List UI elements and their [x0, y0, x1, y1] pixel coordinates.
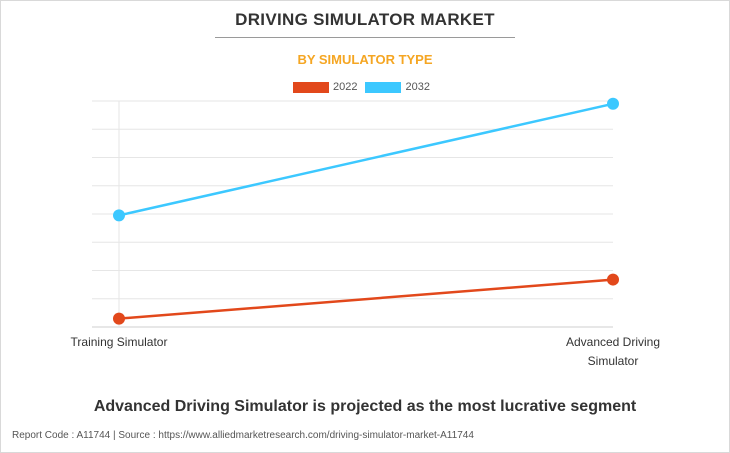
data-point-2022-1 — [607, 273, 619, 286]
series-line-2022 — [118, 278, 614, 320]
legend-label-2022: 2022 — [333, 81, 358, 93]
title-divider — [215, 37, 515, 38]
legend-swatch-2032 — [365, 81, 402, 93]
x-tick-label: Training Simulator — [71, 335, 168, 349]
legend-item-2032[interactable]: 2032 — [365, 81, 430, 93]
series-line-2032 — [118, 102, 614, 217]
data-point-2032-0 — [113, 209, 125, 222]
data-point-2032-1 — [607, 97, 619, 110]
legend: 2022 2032 — [293, 80, 438, 94]
chart-subtitle: BY SIMULATOR TYPE — [297, 52, 433, 67]
legend-label-2032: 2032 — [405, 81, 430, 93]
x-tick-label: Simulator — [588, 354, 639, 368]
chart-headline: Advanced Driving Simulator is projected … — [93, 398, 637, 415]
chart-title: DRIVING SIMULATOR MARKET — [235, 10, 495, 29]
legend-item-2022[interactable]: 2022 — [293, 81, 357, 93]
x-tick-label: Advanced Driving — [566, 335, 660, 349]
legend-swatch-2022 — [293, 81, 329, 93]
report-footer: Report Code : A11744 | Source : https://… — [12, 430, 474, 441]
data-point-2022-0 — [113, 312, 125, 325]
